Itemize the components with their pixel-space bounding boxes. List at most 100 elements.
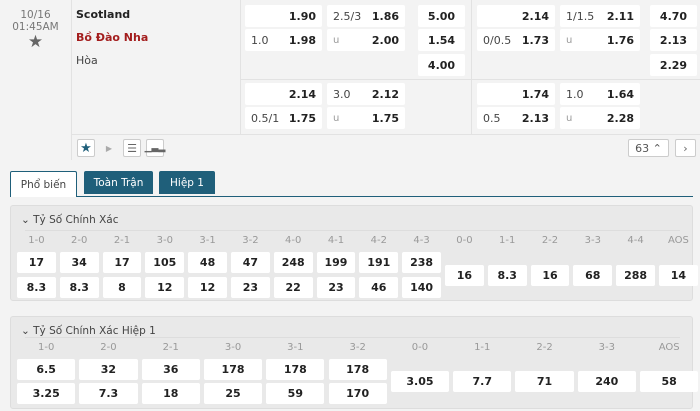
score-odds-home[interactable]: 238 (402, 252, 441, 273)
score-odds-home[interactable]: 17 (102, 252, 142, 273)
score-label: 1-0 (28, 235, 45, 246)
score-label: 3-0 (156, 235, 173, 246)
divider (72, 134, 700, 135)
score-odds-home[interactable]: 48 (188, 252, 227, 273)
score-odds-away[interactable]: 46 (359, 277, 399, 298)
score-odds-away[interactable]: 22 (273, 277, 313, 298)
score-odds-draw[interactable]: 16 (530, 265, 570, 286)
more-markets-button[interactable]: 63 ⌃ (628, 139, 669, 157)
score-odds-away[interactable]: 25 (203, 383, 263, 404)
score-odds-draw[interactable]: 3.05 (390, 371, 450, 392)
handicap-line: u (566, 34, 573, 46)
odds-cell[interactable]: 0.5/1 1.75 (245, 107, 322, 129)
score-odds-home[interactable]: 32 (79, 359, 138, 380)
odds-cell[interactable]: 1.90 (245, 5, 322, 27)
chevron-down-icon[interactable]: ⌄ (21, 325, 34, 337)
score-odds-away[interactable]: 7.3 (79, 383, 138, 404)
score-odds-home[interactable]: 36 (141, 359, 200, 380)
odds-cell[interactable]: 2.14 (477, 5, 555, 27)
odds-value: 2.13 (521, 111, 549, 125)
favorite-star-icon[interactable]: ★ (27, 32, 44, 52)
handicap-line: 3.0 (333, 87, 351, 101)
score-odds-home[interactable]: 248 (273, 252, 313, 273)
odds-cell[interactable]: 2.29 (650, 54, 697, 76)
favorite-button[interactable]: ★ (77, 139, 95, 157)
odds-cell[interactable]: 1.0 1.98 (245, 29, 322, 51)
score-odds-away[interactable]: 23 (316, 277, 356, 298)
score-label: 3-3 (598, 342, 615, 353)
odds-cell[interactable]: 1/1.5 2.11 (560, 5, 640, 27)
score-odds-draw[interactable]: 14 (659, 265, 698, 286)
markets-count: 63 (635, 141, 650, 155)
chevron-down-icon[interactable]: ⌄ (21, 214, 34, 226)
odds-value: 1.75 (288, 111, 316, 125)
odds-cell[interactable]: 0/0.5 1.73 (477, 29, 555, 51)
score-odds-away[interactable]: 3.25 (17, 383, 76, 404)
stats-button[interactable]: ▁▃▂ (145, 139, 165, 157)
score-odds-draw[interactable]: 288 (616, 265, 655, 286)
score-odds-home[interactable]: 47 (231, 252, 270, 273)
score-odds-away[interactable]: 12 (145, 277, 185, 298)
score-odds-draw[interactable]: 16 (445, 265, 484, 286)
odds-cell[interactable]: 2.5/3 1.86 (327, 5, 405, 27)
score-odds-away[interactable]: 59 (266, 383, 325, 404)
score-label: 3-1 (199, 235, 216, 246)
odds-cell[interactable]: 0.5 2.13 (477, 107, 555, 129)
score-label: 2-0 (100, 342, 117, 353)
score-odds-away[interactable]: 140 (402, 277, 441, 298)
score-label: 4-4 (627, 235, 644, 246)
score-odds-home[interactable]: 6.5 (17, 359, 76, 380)
odds-value: 1.73 (521, 33, 549, 47)
score-odds-away[interactable]: 8.3 (17, 277, 56, 298)
score-odds-draw[interactable]: 7.7 (453, 371, 512, 392)
score-odds-away[interactable]: 18 (141, 383, 200, 404)
odds-cell[interactable]: 1.54 (418, 29, 465, 51)
odds-cell[interactable]: u 1.75 (327, 107, 405, 129)
score-odds-away[interactable]: 12 (188, 277, 227, 298)
score-odds-away[interactable]: 170 (328, 383, 387, 404)
score-odds-home[interactable]: 105 (145, 252, 185, 273)
score-odds-away[interactable]: 8 (102, 277, 142, 298)
section-header[interactable]: ⌄ Tỷ Số Chính Xác (21, 214, 118, 226)
score-odds-home[interactable]: 178 (266, 359, 325, 380)
odds-cell[interactable]: 5.00 (418, 5, 465, 27)
correct-score-panel: ⌄ Tỷ Số Chính Xác 1-0 2-0 2-1 3-0 3-1 3-2 4-0 4-… (10, 205, 698, 301)
odds-cell[interactable]: 3.0 2.12 (327, 83, 405, 105)
play-button[interactable]: ▶ (100, 139, 118, 157)
odds-value: 1.90 (288, 9, 316, 23)
odds-cell[interactable]: 1.74 (477, 83, 555, 105)
odds-value: 2.11 (606, 9, 634, 23)
score-odds-home[interactable]: 17 (17, 252, 56, 273)
section-header[interactable]: ⌄ Tỷ Số Chính Xác Hiệp 1 (21, 325, 156, 337)
tab-popular[interactable]: Phổ biến (10, 171, 77, 197)
handicap-line: 0.5 (483, 111, 501, 125)
odds-cell[interactable]: u 2.00 (327, 29, 405, 51)
odds-cell[interactable]: 4.70 (650, 5, 697, 27)
score-odds-draw[interactable]: 68 (573, 265, 613, 286)
tab-underline (10, 196, 693, 197)
score-odds-away[interactable]: 23 (231, 277, 270, 298)
section-title: Tỷ Số Chính Xác Hiệp 1 (33, 325, 156, 337)
odds-cell[interactable]: 4.00 (418, 54, 465, 76)
score-odds-draw[interactable]: 58 (640, 371, 699, 392)
odds-cell[interactable]: u 1.76 (560, 29, 640, 51)
next-button[interactable]: › (675, 139, 696, 157)
handicap-line: 0.5/1 (251, 111, 280, 125)
score-odds-away[interactable]: 8.3 (59, 277, 99, 298)
score-odds-draw[interactable]: 8.3 (487, 265, 527, 286)
score-odds-home[interactable]: 178 (203, 359, 263, 380)
score-odds-home[interactable]: 178 (328, 359, 387, 380)
score-label: 4-0 (285, 235, 302, 246)
odds-cell[interactable]: 2.13 (650, 29, 697, 51)
score-odds-home[interactable]: 34 (59, 252, 99, 273)
list-button[interactable]: ☰ (123, 139, 141, 157)
odds-cell[interactable]: 1.0 1.64 (560, 83, 640, 105)
odds-cell[interactable]: 2.14 (245, 83, 322, 105)
score-odds-draw[interactable]: 240 (577, 371, 636, 392)
tab-full-match[interactable]: Toàn Trận (84, 171, 153, 194)
score-odds-home[interactable]: 199 (316, 252, 356, 273)
score-odds-draw[interactable]: 71 (515, 371, 574, 392)
score-odds-home[interactable]: 191 (359, 252, 399, 273)
tab-first-half[interactable]: Hiệp 1 (159, 171, 215, 194)
odds-cell[interactable]: u 2.28 (560, 107, 640, 129)
